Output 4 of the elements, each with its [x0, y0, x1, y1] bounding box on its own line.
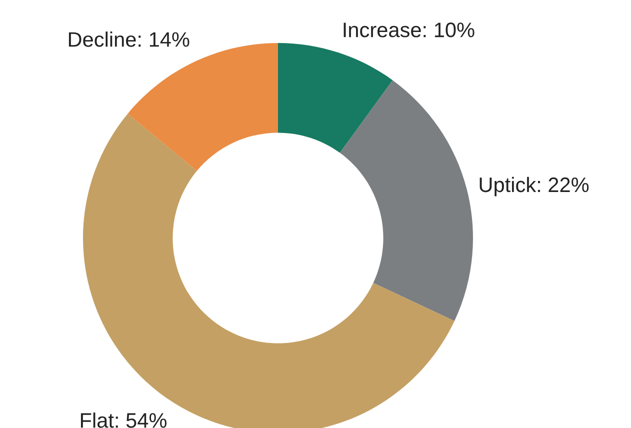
- slice-label: Increase: 10%: [344, 22, 474, 38]
- slice-label: Uptick: 22%: [480, 176, 589, 196]
- slice-label: Decline: 14%: [68, 32, 190, 47]
- slice-label: Flat: 54%: [80, 412, 167, 428]
